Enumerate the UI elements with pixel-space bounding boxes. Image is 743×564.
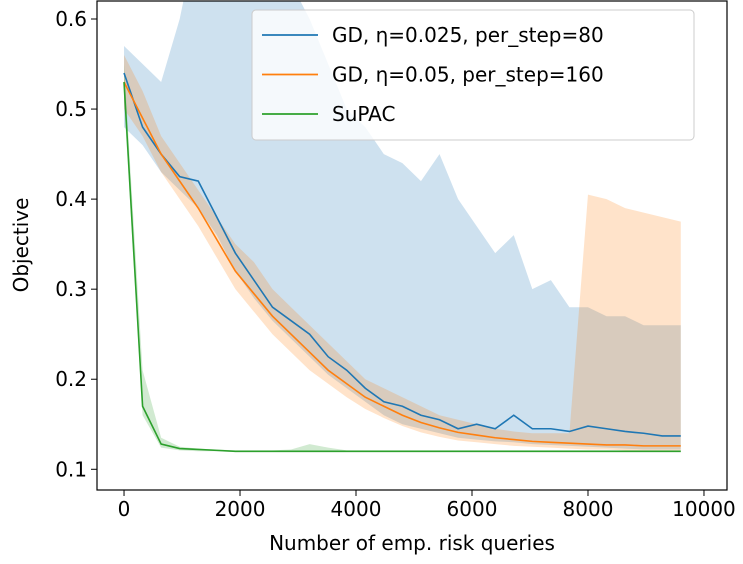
y-tick-label: 0.2 [55,367,87,391]
series-line [123,81,681,447]
x-tick-label: 8000 [563,497,614,521]
y-tick-label: 0.3 [55,277,87,301]
legend-label: SuPAC [332,102,395,126]
x-tick-label: 2000 [215,497,266,521]
y-tick-label: 0.6 [55,7,87,31]
series-line [123,82,681,453]
y-axis-label: Objective [9,198,33,293]
x-tick-label: 0 [118,497,131,521]
y-tick-label: 0.4 [55,187,87,211]
legend-box [251,9,695,141]
lines [123,72,681,453]
x-axis-label: Number of emp. risk queries [269,531,555,555]
legend-label: GD, η=0.025, per_step=80 [332,23,604,47]
y-tick-label: 0.1 [55,457,87,481]
legend-label: GD, η=0.05, per_step=160 [332,63,604,87]
x-tick-label: 4000 [331,497,382,521]
x-tick-label: 10000 [672,497,736,521]
x-tick-label: 6000 [447,497,498,521]
y-tick-label: 0.5 [55,97,87,121]
plot-frame [96,0,728,491]
series-line [123,72,681,437]
